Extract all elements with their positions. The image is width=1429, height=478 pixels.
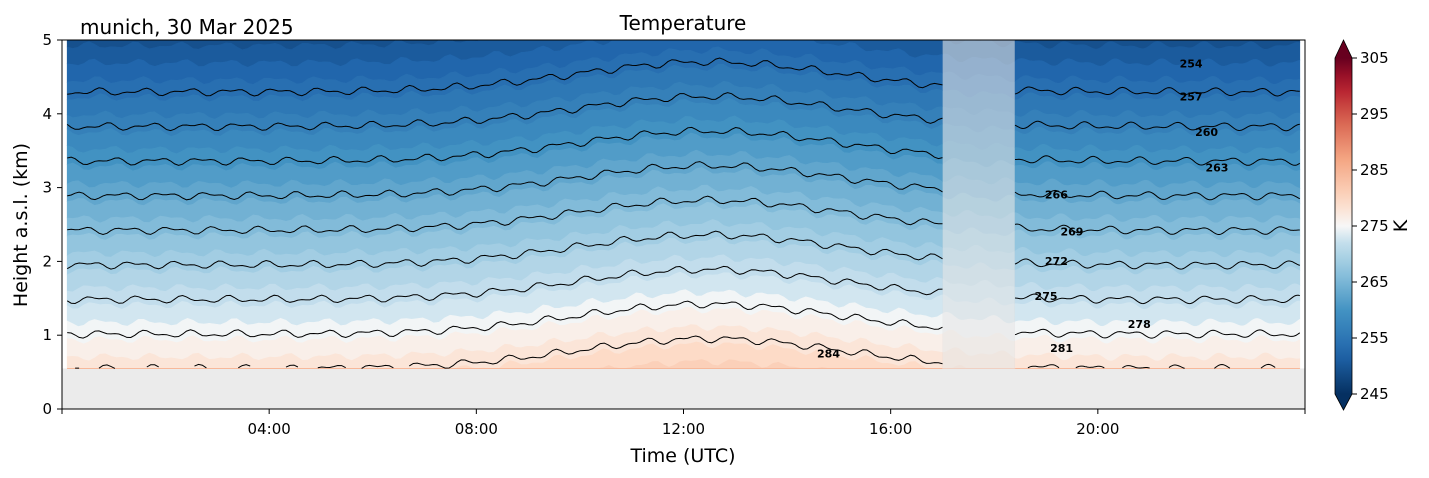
contour-line-254 <box>67 57 943 97</box>
colorbar-tick-label: 245 <box>1360 385 1389 403</box>
y-tick-label: 3 <box>42 179 52 197</box>
location-date-text: munich, 30 Mar 2025 <box>80 15 294 39</box>
y-tick-label: 4 <box>42 105 52 123</box>
x-tick-label: 20:00 <box>1076 420 1119 438</box>
band-group <box>66 40 943 369</box>
colorbar-body <box>1335 58 1352 394</box>
contour-line-257 <box>66 92 943 132</box>
contour-label: 272 <box>1045 255 1068 268</box>
x-tick-label: 08:00 <box>455 420 498 438</box>
contour-labels: 254 257 260 263 266 269 272 275 278 281 284 <box>817 57 1228 360</box>
data-gap-overlay <box>942 40 1015 369</box>
colorbar-tick-label: 305 <box>1360 49 1389 67</box>
x-tick-label: 16:00 <box>869 420 912 438</box>
temperature-contours <box>66 57 1301 369</box>
colorbar-tick-label: 285 <box>1360 161 1389 179</box>
contour-line-263 <box>67 161 943 201</box>
x-tick-label: 04:00 <box>248 420 291 438</box>
contour-label: 269 <box>1060 226 1083 239</box>
contour-line-257 <box>1014 120 1300 132</box>
colorbar-tick-label: 265 <box>1360 273 1389 291</box>
gap-band-group <box>942 25 1016 369</box>
contour-line-254 <box>1014 86 1300 97</box>
contour-line-266 <box>1014 223 1300 235</box>
contour-label: 260 <box>1195 126 1218 139</box>
contour-line-275 <box>1014 328 1301 339</box>
contour-line-266 <box>67 195 943 236</box>
y-tick-label: 5 <box>42 31 52 49</box>
y-axis-title: Height a.s.l. (km) <box>10 143 32 307</box>
contour-label: 266 <box>1045 189 1068 202</box>
colorbar: 245 255 265 275 285 295 305 K <box>1334 39 1412 411</box>
contour-label: 263 <box>1205 161 1228 174</box>
contour-line-269 <box>66 230 943 270</box>
colorbar-label: K <box>1390 219 1412 232</box>
contour-label: 281 <box>1050 342 1073 355</box>
temperature-band <box>1015 25 1300 32</box>
x-tick-label: 12:00 <box>662 420 705 438</box>
no-data-region <box>62 368 1305 409</box>
contour-label: 254 <box>1180 57 1203 70</box>
contour-line-260 <box>1015 155 1301 166</box>
contour-line-269 <box>1014 258 1300 270</box>
colorbar-tick-label: 295 <box>1360 105 1389 123</box>
contour-label: 284 <box>817 347 840 360</box>
colorbar-min-extend <box>1335 394 1352 410</box>
x-axis: 04:00 08:00 12:00 16:00 20:00 <box>61 409 1306 438</box>
plot-area: 254 257 260 263 266 269 272 275 278 281 284 <box>62 25 1305 409</box>
plot-title: Temperature <box>619 11 747 35</box>
contour-label: 278 <box>1128 318 1151 331</box>
y-tick-label: 1 <box>42 326 52 344</box>
y-axis: 0 1 2 3 4 5 <box>42 31 62 418</box>
contour-line-275 <box>67 300 943 339</box>
contour-label: 275 <box>1035 290 1058 303</box>
contour-line-272 <box>66 265 943 305</box>
contour-line-272 <box>1014 293 1300 305</box>
temperature-bands <box>62 25 1305 409</box>
contour-line-263 <box>1014 189 1301 201</box>
colorbar-max-extend <box>1335 40 1352 58</box>
y-tick-label: 0 <box>42 400 52 418</box>
y-tick-label: 2 <box>42 252 52 270</box>
band-group <box>1014 25 1301 369</box>
contour-label: 257 <box>1180 91 1203 104</box>
contour-line-260 <box>67 126 943 166</box>
contour-line-278 <box>1027 363 1276 369</box>
colorbar-tick-label: 275 <box>1360 217 1389 235</box>
colorbar-tick-label: 255 <box>1360 329 1389 347</box>
temperature-band <box>942 25 1015 30</box>
contour-line-278 <box>75 335 943 369</box>
x-axis-title: Time (UTC) <box>629 445 735 467</box>
